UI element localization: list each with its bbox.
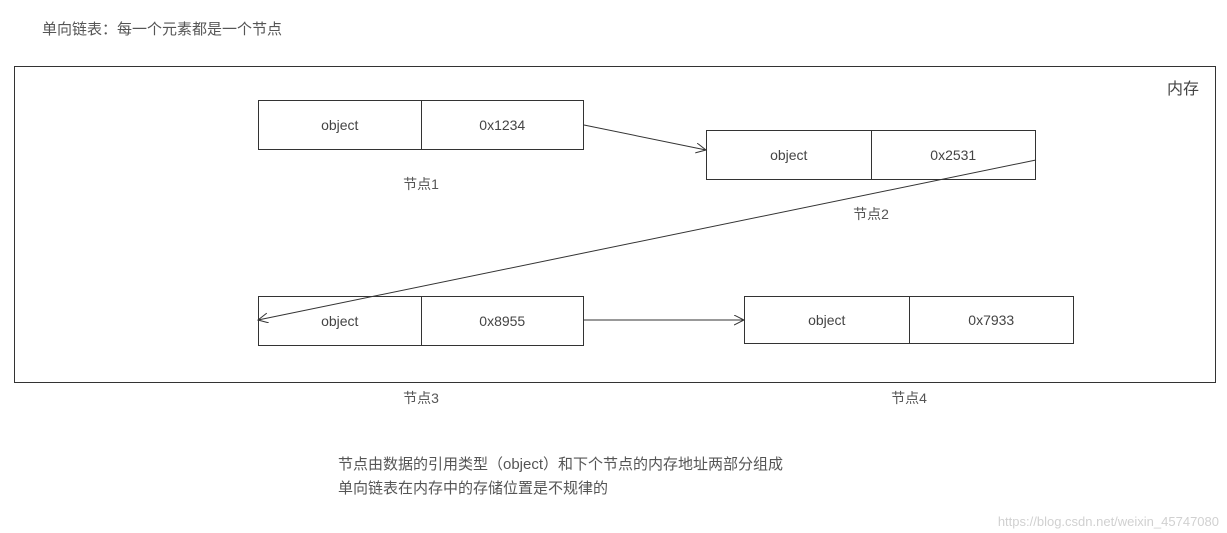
linked-list-node-3: object 0x8955 [258, 296, 584, 346]
node-data-cell: object [259, 101, 421, 149]
node-label-4: 节点4 [891, 388, 927, 408]
node-data-cell: object [259, 297, 421, 345]
linked-list-node-2: object 0x2531 [706, 130, 1036, 180]
node-addr-cell: 0x1234 [421, 101, 584, 149]
canvas: 单向链表：每一个元素都是一个节点 内存 object 0x1234 节点1 ob… [0, 0, 1227, 533]
node-data-cell: object [745, 297, 909, 343]
linked-list-node-1: object 0x1234 [258, 100, 584, 150]
node-data-cell: object [707, 131, 871, 179]
description-text: 节点由数据的引用类型（object）和下个节点的内存地址两部分组成 单向链表在内… [338, 453, 783, 501]
node-label-2: 节点2 [853, 204, 889, 224]
description-line2: 单向链表在内存中的存储位置是不规律的 [338, 477, 783, 501]
watermark-text: https://blog.csdn.net/weixin_45747080 [998, 514, 1219, 529]
node-addr-cell: 0x2531 [871, 131, 1036, 179]
description-line1: 节点由数据的引用类型（object）和下个节点的内存地址两部分组成 [338, 453, 783, 477]
node-addr-cell: 0x7933 [909, 297, 1074, 343]
node-addr-cell: 0x8955 [421, 297, 584, 345]
memory-label: 内存 [1167, 75, 1199, 99]
node-label-3: 节点3 [403, 388, 439, 408]
linked-list-node-4: object 0x7933 [744, 296, 1074, 344]
diagram-title: 单向链表：每一个元素都是一个节点 [42, 18, 282, 39]
node-label-1: 节点1 [403, 174, 439, 194]
